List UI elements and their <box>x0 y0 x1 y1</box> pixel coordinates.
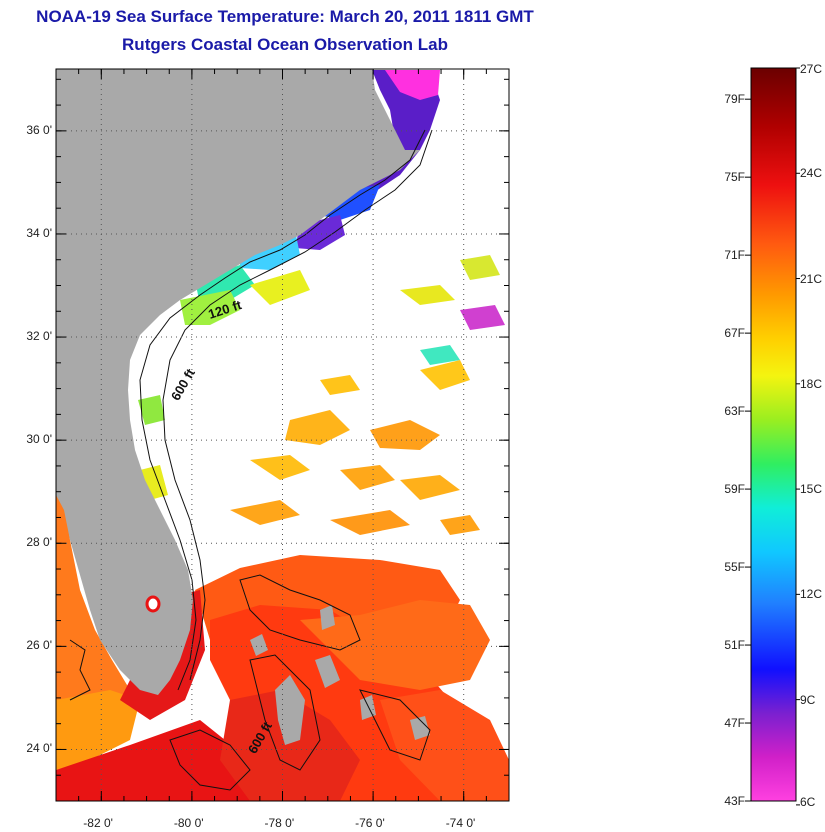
lon-tick-label: -82 0' <box>83 816 113 830</box>
lat-tick-label: 30 0' <box>26 432 52 447</box>
lat-tick-label: 36 0' <box>26 122 52 137</box>
lat-tick-label: 34 0' <box>26 225 52 240</box>
map-title: NOAA-19 Sea Surface Temperature: March 2… <box>36 7 534 26</box>
colorbar-c-label: 18C <box>800 376 823 391</box>
colorbar-f-label: 67F <box>724 326 745 341</box>
colorbar-f-label: 63F <box>724 404 745 419</box>
colorbar-c-label: 21C <box>800 271 823 286</box>
colorbar-c-label: 24C <box>800 166 823 181</box>
colorbar-f-label: 43F <box>724 794 745 808</box>
colorbar-c-label: 27C <box>800 62 823 76</box>
lon-tick-label: -80 0' <box>173 816 204 830</box>
lat-tick-label: 32 0' <box>26 329 52 344</box>
lon-tick-label: -76 0' <box>355 816 385 830</box>
colorbar-f-label: 55F <box>724 560 745 575</box>
colorbar-f-label: 51F <box>724 638 745 653</box>
colorbar-c-label: 6C <box>800 795 816 809</box>
colorbar-f-label: 59F <box>724 482 745 497</box>
lon-tick-label: -78 0' <box>264 816 295 830</box>
lat-tick-label: 26 0' <box>26 638 52 653</box>
colorbar-c-label: 15C <box>800 482 823 497</box>
colorbar-f-label: 47F <box>724 716 745 731</box>
colorbar-c-label: 12C <box>800 587 823 602</box>
lon-tick-label: -74 0' <box>445 816 476 830</box>
map-ticks <box>56 69 509 802</box>
colorbar-f-label: 71F <box>724 248 745 263</box>
lat-tick-label: 24 0' <box>26 741 52 756</box>
colorbar <box>750 67 797 802</box>
map-subtitle: Rutgers Coastal Ocean Observation Lab <box>122 35 448 54</box>
map-gridlines <box>56 69 509 801</box>
colorbar-f-label: 79F <box>724 92 745 107</box>
colorbar-ticks <box>745 67 800 806</box>
bathymetry-contours <box>69 129 433 791</box>
colorbar-f-label: 75F <box>724 170 745 185</box>
lat-tick-label: 28 0' <box>26 535 52 550</box>
land <box>56 69 430 745</box>
colorbar-c-label: 9C <box>800 692 816 707</box>
